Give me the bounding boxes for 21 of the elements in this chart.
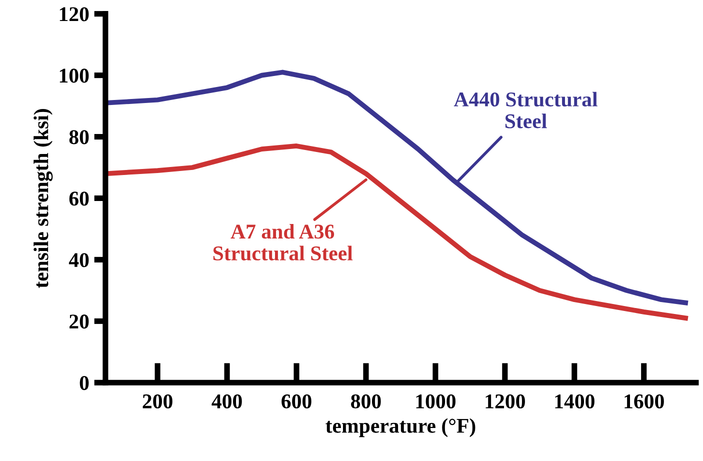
x-tick-label: 1400 — [555, 394, 594, 408]
y-tick-label: 20 — [70, 314, 89, 329]
y-tick-label: 120 — [60, 7, 89, 22]
x-tick-label: 1000 — [416, 394, 456, 408]
x-axis-title: temperature (°F) — [326, 418, 476, 438]
y-tick-label: 60 — [69, 192, 89, 206]
annotation: A7 and A36 Structural Steel — [213, 224, 353, 260]
y-tick-label: 80 — [69, 130, 89, 144]
y-tick-label: 0 — [80, 376, 89, 390]
x-tick-label: 800 — [351, 394, 381, 408]
x-tick-label: 600 — [282, 394, 312, 408]
y-tick-label: 100 — [60, 68, 89, 83]
x-tick-label: 200 — [142, 394, 172, 408]
x-tick-label: 1600 — [624, 394, 664, 408]
x-tick-label: 400 — [212, 394, 242, 408]
annotation: A440 Structural Steel — [454, 92, 598, 128]
y-axis-title: tensile strength (ksi) — [34, 109, 53, 288]
line-series — [105, 70, 688, 306]
x-tick-label: 1200 — [486, 394, 525, 408]
line-series — [105, 144, 688, 321]
y-tick-label: 40 — [68, 253, 89, 268]
